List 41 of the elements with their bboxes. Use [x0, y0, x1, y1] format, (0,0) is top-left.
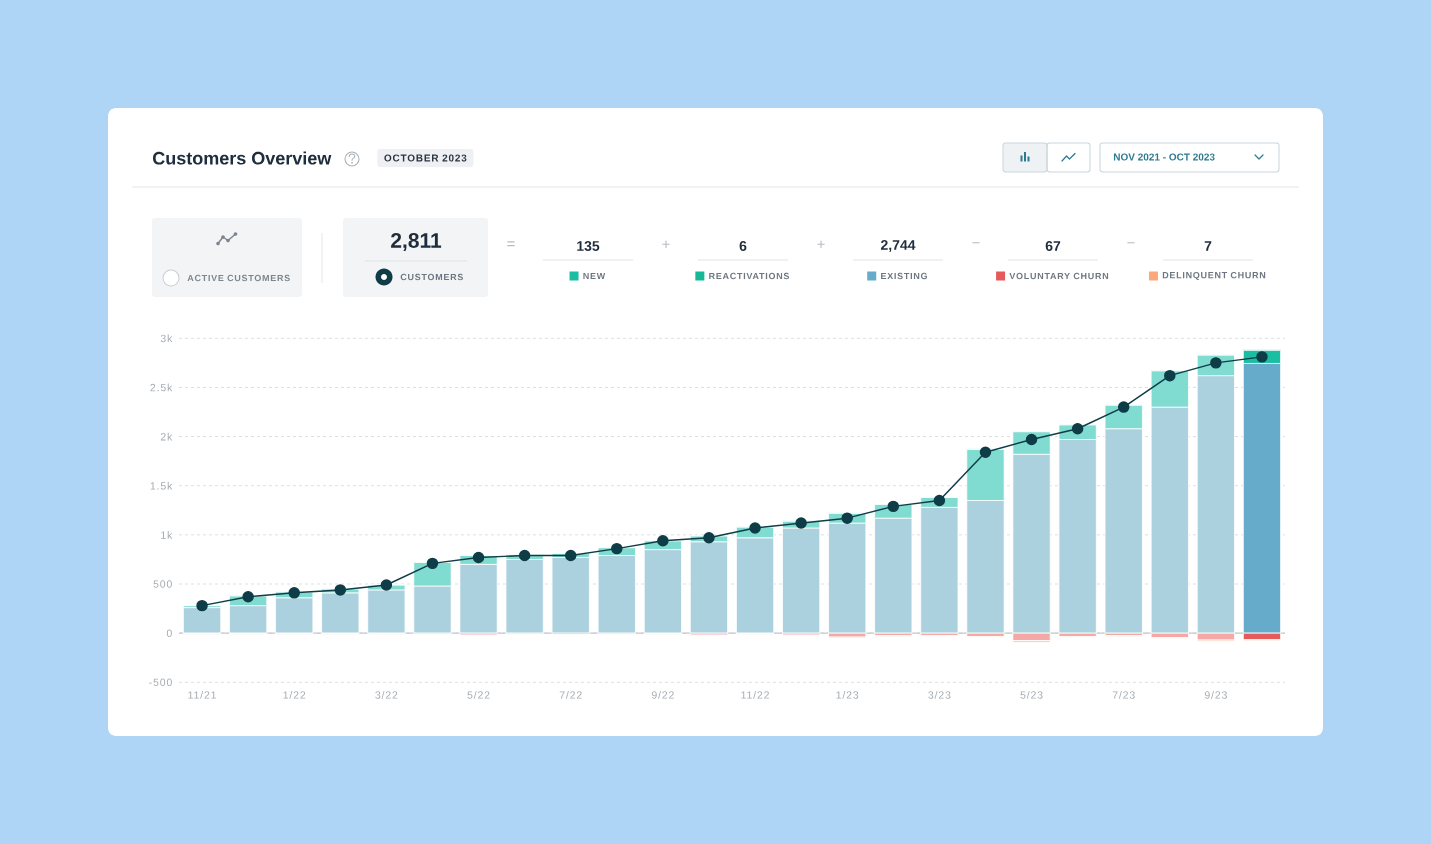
y-tick-label: 1k	[161, 531, 173, 539]
y-tick-label: -500	[149, 678, 172, 687]
legend-label: REACTIVATIONS	[709, 272, 790, 280]
legend-label: NEW	[583, 272, 606, 280]
x-tick-label: 11/22	[741, 691, 769, 699]
x-tick-label: 3/23	[928, 691, 951, 699]
x-tick-label: 11/21	[188, 691, 216, 699]
y-tick-label: 2.5k	[150, 383, 173, 392]
text: 7	[1204, 241, 1212, 251]
text: −	[972, 242, 980, 244]
x-tick-label: 5/22	[467, 691, 490, 699]
x-tick-label: 9/22	[651, 691, 674, 699]
x-tick-label: 1/22	[283, 691, 306, 699]
legend-label: VOLUNTARY CHURN	[1009, 272, 1109, 280]
y-tick-label: 1.5k	[150, 481, 173, 490]
x-tick-label: 1/23	[836, 691, 859, 699]
legend-label: DELINQUENT CHURN	[1162, 271, 1266, 281]
text: 67	[1045, 241, 1061, 251]
y-tick-label: 3k	[160, 334, 173, 343]
y-tick-label: 500	[153, 580, 172, 588]
y-tick-label: 0	[166, 629, 172, 637]
text: =	[507, 241, 515, 247]
y-tick-label: 2k	[160, 432, 173, 441]
x-tick-label: 5/23	[1020, 691, 1043, 699]
chart-subtitle: OCTOBER 2023	[384, 154, 467, 162]
text: ACTIVE CUSTOMERS	[187, 274, 290, 282]
x-tick-label: 7/22	[559, 691, 582, 699]
text: 6	[739, 241, 747, 251]
text: +	[817, 240, 825, 249]
legend-label: CUSTOMERS	[400, 273, 464, 281]
chart-title: Customers Overview	[153, 151, 332, 165]
text: +	[662, 240, 670, 249]
legend-label: EXISTING	[881, 272, 927, 280]
x-tick-label: 9/23	[1204, 691, 1227, 699]
x-tick-label: 7/23	[1112, 691, 1135, 699]
text: NOV 2021 - OCT 2023	[1113, 153, 1215, 161]
text: 135	[577, 241, 600, 251]
text: 2,744	[880, 240, 916, 252]
text: −	[1127, 242, 1135, 244]
x-tick-label: 3/22	[375, 691, 398, 699]
text: 2,811	[391, 233, 442, 251]
